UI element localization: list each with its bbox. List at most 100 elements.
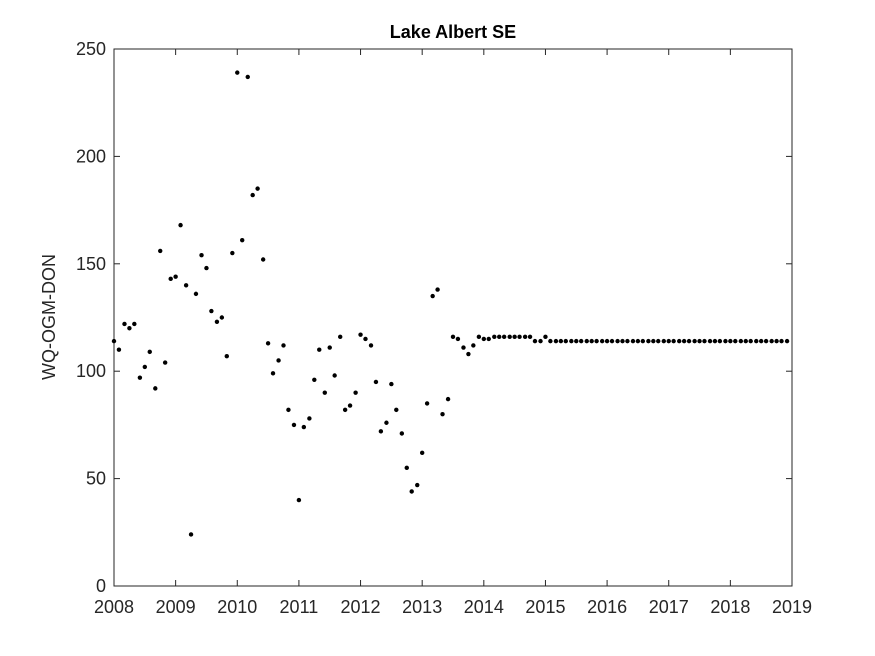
data-point xyxy=(640,338,646,344)
data-point xyxy=(270,371,276,376)
data-point xyxy=(307,416,312,421)
data-point xyxy=(754,338,759,344)
data-point xyxy=(717,338,723,344)
y-axis-label: WQ-OGM-DON xyxy=(39,254,59,380)
data-point xyxy=(728,338,733,344)
y-tick-label: 100 xyxy=(76,361,106,381)
data-point xyxy=(615,338,620,344)
data-point xyxy=(589,338,594,344)
chart-title: Lake Albert SE xyxy=(390,22,516,42)
data-point xyxy=(707,338,713,344)
data-point xyxy=(476,334,482,340)
data-point xyxy=(142,364,148,370)
data-point xyxy=(666,338,671,344)
x-tick-label: 2014 xyxy=(464,597,504,617)
data-point xyxy=(738,338,744,344)
data-point xyxy=(599,338,605,344)
x-tick-label: 2015 xyxy=(525,597,565,617)
data-point xyxy=(276,358,281,363)
x-tick-label: 2012 xyxy=(341,597,381,617)
data-point xyxy=(527,334,533,340)
data-point xyxy=(245,74,250,80)
data-point xyxy=(507,334,512,340)
data-point xyxy=(322,390,327,395)
data-point xyxy=(378,429,384,434)
data-point xyxy=(153,386,158,391)
data-point xyxy=(692,338,697,344)
data-point xyxy=(558,338,564,344)
data-point xyxy=(373,379,379,385)
data-point xyxy=(312,377,317,382)
data-point xyxy=(132,321,137,327)
data-point xyxy=(774,338,779,344)
data-point xyxy=(332,373,337,378)
data-point xyxy=(461,345,466,350)
data-point xyxy=(127,326,132,331)
data-point xyxy=(430,293,435,299)
data-point xyxy=(646,338,651,344)
data-point xyxy=(620,338,625,344)
data-point xyxy=(358,332,363,337)
data-point xyxy=(486,336,491,342)
data-point xyxy=(193,291,199,297)
data-points xyxy=(111,70,790,537)
y-tick-label: 150 xyxy=(76,254,106,274)
data-point xyxy=(250,192,255,198)
x-tick-label: 2011 xyxy=(280,597,319,617)
data-point xyxy=(338,334,343,340)
data-point xyxy=(517,334,522,340)
data-point xyxy=(368,343,374,348)
data-point xyxy=(137,375,143,380)
x-tick-label: 2008 xyxy=(94,597,134,617)
plot-area xyxy=(113,48,793,587)
data-point xyxy=(399,431,405,436)
data-point xyxy=(733,338,738,344)
data-point xyxy=(188,532,194,537)
data-point xyxy=(296,497,302,503)
data-point xyxy=(497,334,502,340)
data-point xyxy=(260,257,266,262)
data-point xyxy=(630,338,636,344)
data-point xyxy=(435,287,440,292)
data-point xyxy=(748,338,753,344)
data-point xyxy=(240,237,245,243)
data-point xyxy=(147,349,152,355)
data-point xyxy=(265,341,271,346)
data-point xyxy=(424,401,430,406)
data-point xyxy=(681,338,687,344)
data-point xyxy=(353,390,358,395)
data-point xyxy=(394,407,399,413)
data-point xyxy=(404,465,409,471)
data-point xyxy=(471,343,476,348)
data-point xyxy=(281,343,286,348)
data-point xyxy=(784,338,790,344)
x-axis: 2008 2009 2010 2011 2012 2013 2014 2015 2016 2017… xyxy=(94,49,812,617)
data-point xyxy=(661,338,666,344)
data-point xyxy=(173,274,178,279)
data-point xyxy=(419,450,425,456)
data-point xyxy=(301,424,307,430)
y-tick-label: 0 xyxy=(96,576,106,596)
data-point xyxy=(122,321,127,327)
data-point xyxy=(162,360,168,365)
data-point xyxy=(579,338,584,344)
x-tick-label: 2017 xyxy=(649,597,689,617)
x-tick-label: 2019 xyxy=(772,597,812,617)
data-point xyxy=(204,265,209,271)
data-point xyxy=(445,396,451,402)
x-tick-label: 2016 xyxy=(587,597,627,617)
data-point xyxy=(178,222,183,228)
y-tick-label: 200 xyxy=(76,146,106,166)
data-point xyxy=(440,411,445,417)
data-point xyxy=(384,420,389,425)
data-point xyxy=(625,338,630,344)
data-point xyxy=(651,338,656,344)
data-point xyxy=(255,186,260,191)
data-point xyxy=(168,276,173,282)
data-point xyxy=(609,338,615,344)
data-point xyxy=(199,253,204,258)
data-point xyxy=(671,338,676,344)
data-point xyxy=(317,347,322,352)
data-point xyxy=(363,336,368,342)
